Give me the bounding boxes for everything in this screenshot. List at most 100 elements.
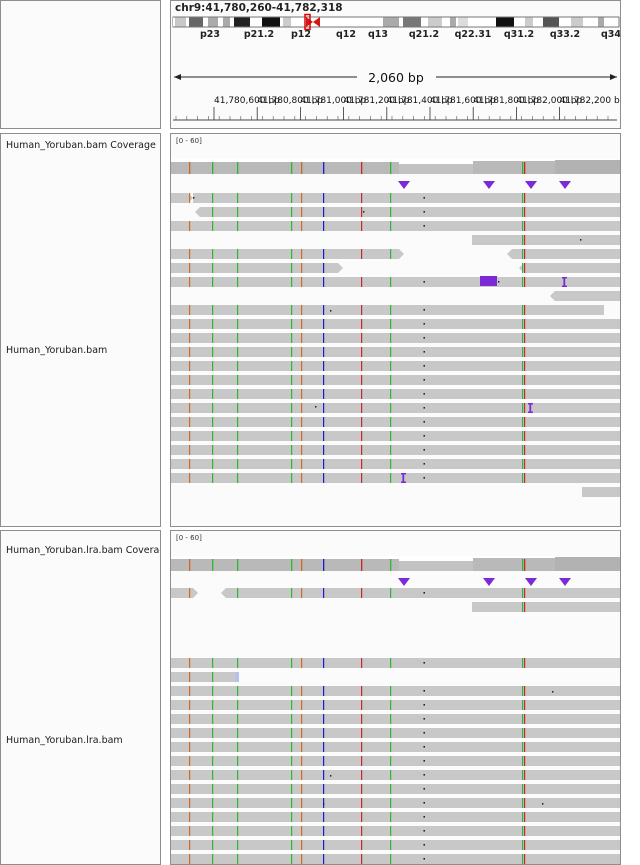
mismatch-base — [212, 826, 214, 836]
mismatch-base — [189, 459, 191, 469]
mismatch-base — [522, 249, 524, 259]
mismatch-base — [189, 361, 191, 371]
deletion-mark — [423, 337, 425, 339]
cytoband — [383, 17, 399, 27]
mismatch-base — [323, 840, 325, 850]
aligned-read — [171, 459, 620, 469]
mismatch-base — [301, 193, 303, 203]
mismatch-base — [212, 840, 214, 850]
alignment-track-name[interactable]: Human_Yoruban.lra.bam — [6, 735, 123, 746]
mismatch-base — [524, 473, 526, 483]
coverage-snp-bar — [301, 559, 303, 571]
deletion-mark — [423, 816, 425, 818]
mismatch-base — [522, 602, 524, 612]
mismatch-base — [522, 193, 524, 203]
mismatch-base — [291, 249, 293, 259]
mismatch-base — [212, 277, 214, 287]
mismatch-base — [291, 445, 293, 455]
cytoband — [175, 17, 186, 27]
mismatch-base — [189, 686, 191, 696]
mismatch-base — [390, 193, 392, 203]
mismatch-base — [291, 263, 293, 273]
coverage-track-name[interactable]: Human_Yoruban.lra.bam Coverage — [6, 545, 160, 556]
deletion-mark — [423, 449, 425, 451]
mismatch-base — [212, 403, 214, 413]
chromosome-ideogram-and-ruler[interactable]: p23 p21.2 p12 q12 q13 q21.2 q22.31 q31.2 q33.2 q3… — [171, 1, 620, 128]
mismatch-base — [522, 784, 524, 794]
mismatch-base — [522, 812, 524, 822]
mismatch-base — [522, 714, 524, 724]
mismatch-dot — [193, 197, 195, 199]
mismatch-base — [524, 812, 526, 822]
mismatch-base — [524, 235, 526, 245]
mismatch-base — [522, 263, 524, 273]
mismatch-base — [524, 784, 526, 794]
mismatch-base — [301, 389, 303, 399]
mismatch-base — [524, 742, 526, 752]
mismatch-base — [361, 812, 363, 822]
alignment-track-1[interactable]: [0 - 60] — [171, 134, 620, 526]
mismatch-base — [212, 459, 214, 469]
alignment-track-2[interactable]: [0 - 60] — [171, 531, 620, 864]
mismatch-base — [189, 305, 191, 315]
mismatch-base — [524, 389, 526, 399]
cytoband-label: q13 — [368, 29, 388, 40]
coverage-bar — [555, 160, 620, 174]
mismatch-base — [301, 784, 303, 794]
coverage-snp-bar — [291, 559, 293, 571]
mismatch-base — [291, 686, 293, 696]
mismatch-base — [291, 389, 293, 399]
cytoband — [474, 17, 483, 27]
coverage-snp-bar — [522, 162, 524, 174]
mismatch-base — [212, 389, 214, 399]
mismatch-base — [524, 263, 526, 273]
cytoband-label: p12 — [291, 29, 311, 40]
coverage-snp-bar — [524, 162, 526, 174]
span-label: 2,060 bp — [368, 70, 424, 85]
cytoband — [255, 17, 263, 27]
mismatch-base — [301, 221, 303, 231]
cytoband — [403, 17, 421, 27]
mismatch-base — [237, 389, 239, 399]
mismatch-base — [189, 742, 191, 752]
coverage-bar — [555, 557, 620, 571]
deletion-mark — [423, 309, 425, 311]
insertion-marker — [559, 181, 571, 189]
alignment-track-name[interactable]: Human_Yoruban.bam — [6, 345, 108, 356]
aligned-read — [472, 235, 620, 245]
deletion-mark — [423, 844, 425, 846]
mismatch-base — [524, 854, 526, 864]
mismatch-base — [291, 784, 293, 794]
insertion-marker — [525, 578, 537, 586]
track2-data-panel[interactable]: [0 - 60] — [170, 530, 621, 865]
cytoband — [496, 17, 514, 27]
mismatch-dot — [552, 691, 554, 693]
mismatch-base — [522, 277, 524, 287]
mismatch-base — [291, 728, 293, 738]
mismatch-base — [323, 812, 325, 822]
cytoband — [598, 17, 604, 27]
aligned-read — [221, 588, 620, 598]
insertion-i-bar — [562, 285, 567, 287]
mismatch-base — [301, 403, 303, 413]
coverage-track-name[interactable]: Human_Yoruban.bam Coverage — [6, 140, 156, 151]
insertion-i-bar — [529, 403, 532, 413]
mismatch-base — [212, 263, 214, 273]
mismatch-base — [522, 756, 524, 766]
deletion-mark — [423, 760, 425, 762]
aligned-read — [171, 431, 620, 441]
mismatch-base — [361, 826, 363, 836]
aligned-read — [171, 403, 620, 413]
mismatch-base — [522, 798, 524, 808]
mismatch-base — [291, 305, 293, 315]
mismatch-base — [237, 277, 239, 287]
aligned-read — [171, 417, 620, 427]
track1-data-panel[interactable]: [0 - 60] — [170, 133, 621, 527]
mismatch-base — [291, 756, 293, 766]
deletion-mark — [423, 690, 425, 692]
mismatch-base — [237, 770, 239, 780]
mismatch-base — [212, 333, 214, 343]
mismatch-base — [189, 826, 191, 836]
mismatch-base — [237, 319, 239, 329]
coverage-bar — [399, 561, 473, 571]
